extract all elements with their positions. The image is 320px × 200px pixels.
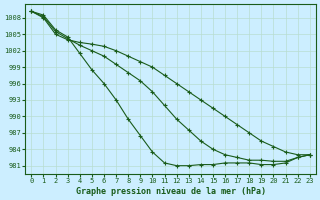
X-axis label: Graphe pression niveau de la mer (hPa): Graphe pression niveau de la mer (hPa) <box>76 187 266 196</box>
